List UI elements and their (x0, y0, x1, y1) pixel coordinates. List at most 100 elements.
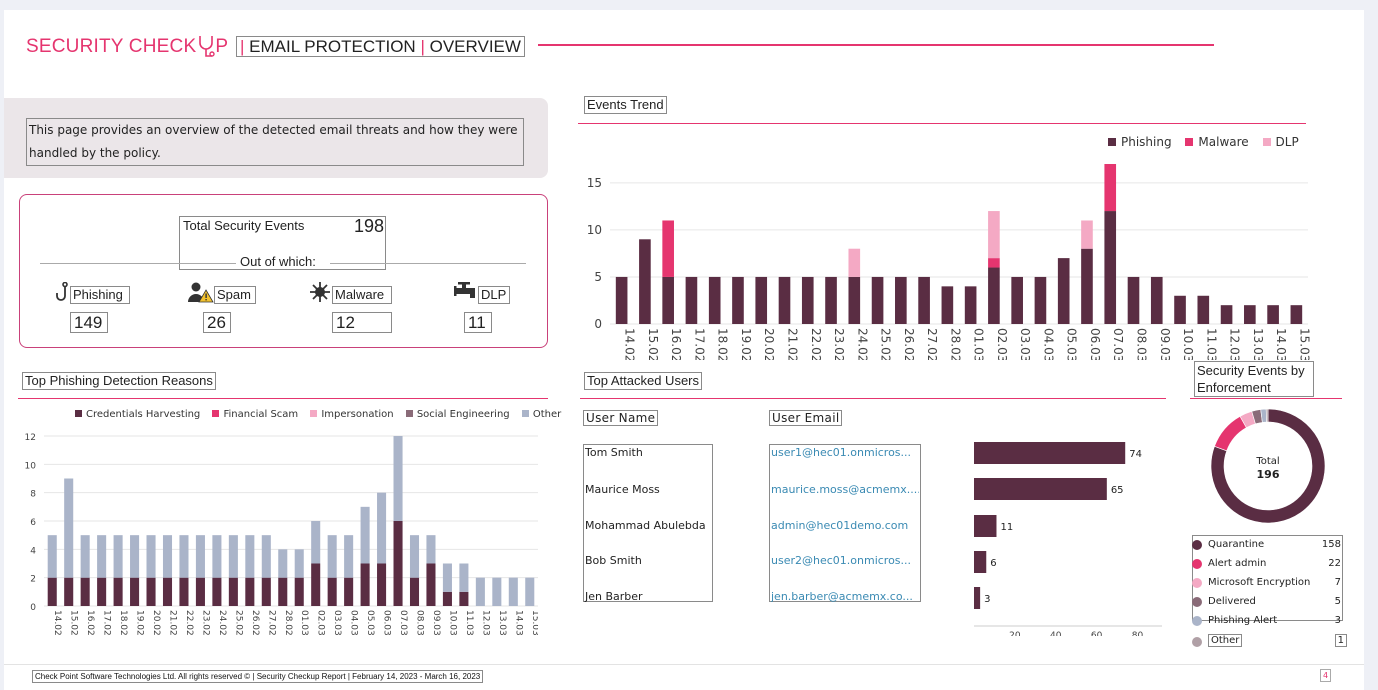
enforcement-legend-value: 5 (1334, 596, 1341, 607)
enforcement-legend-label: Alert admin (1208, 558, 1267, 569)
user-name-3: Mohammad Abulebda (585, 519, 706, 532)
donut-total-value: 196 (1257, 468, 1280, 481)
bar-other (393, 436, 403, 521)
bar-phishing (941, 286, 954, 324)
bar-other (146, 535, 156, 578)
y-tick-label: 2 (30, 575, 36, 585)
x-tick-label: 04.03 (1041, 328, 1055, 360)
bar-other (278, 549, 288, 578)
enforcement-legend-box (1192, 535, 1343, 621)
attacked-users-chart: 20 40 60 80 74 65 11 6 3 (974, 442, 1162, 636)
enforcement-legend-value: 22 (1328, 558, 1341, 569)
legend-swatch-dlp (1262, 138, 1271, 146)
bar-credentials-harvesting (393, 521, 403, 606)
x-tick-label: 60 (1091, 631, 1103, 636)
bar-other (47, 535, 57, 578)
legend-credentials: Credentials Harvesting (86, 409, 201, 420)
user-email-1[interactable]: user1@hec01.onmicros... (771, 446, 912, 459)
x-tick-label: 02.03 (995, 328, 1009, 360)
y-tick-label: 10 (25, 461, 37, 471)
user-email-5[interactable]: jen.barber@acmemx.co... (771, 590, 913, 603)
bar-other (475, 577, 485, 606)
bar-other (162, 535, 173, 578)
bar-credentials-harvesting (130, 577, 140, 606)
summary-panel (19, 194, 548, 348)
x-tick-label: 27.02 (925, 328, 939, 360)
breadcrumb-section: EMAIL PROTECTION (249, 37, 416, 56)
x-tick-label: 12.03 (480, 610, 490, 636)
bar-credentials-harvesting (97, 577, 107, 606)
bar-credentials-harvesting (294, 577, 304, 606)
breadcrumb-page: OVERVIEW (429, 37, 521, 56)
x-tick-label: 26.02 (250, 610, 260, 636)
bar-dlp (1081, 220, 1093, 249)
bar-other (261, 535, 271, 578)
x-tick-label: 27.02 (266, 610, 276, 636)
enforcement-legend-label: Quarantine (1208, 539, 1265, 550)
bar-other (80, 535, 90, 578)
y-tick-label: 6 (30, 518, 36, 528)
legend-dlp: DLP (1275, 135, 1299, 149)
user-bar-value: 11 (1000, 522, 1013, 533)
x-tick-label: 25.02 (879, 328, 893, 360)
total-events-value: 198 (354, 216, 385, 236)
legend-malware: Malware (1198, 135, 1249, 149)
x-tick-label: 11.03 (1204, 328, 1218, 360)
dlp-count: 11 (464, 312, 492, 333)
user-email-2[interactable]: maurice.moss@acmemx.... (771, 483, 919, 496)
attacked-users-title: Top Attacked Users (584, 372, 702, 390)
enforcement-legend-row: Alert admin 22 (1192, 556, 1343, 572)
enforcement-title: Security Events by Enforcement (1194, 361, 1314, 397)
bar-credentials-harvesting (311, 563, 321, 606)
spam-count: 26 (203, 312, 231, 333)
events-trend-title: Events Trend (584, 96, 667, 114)
bar-credentials-harvesting (327, 577, 337, 606)
legend-swatch-impersonation (310, 410, 318, 417)
x-tick-label: 18.02 (118, 610, 128, 636)
bar-dlp (848, 248, 861, 277)
enforcement-legend-label: Other (1208, 634, 1243, 647)
bar-credentials-harvesting (360, 563, 370, 606)
report-page: SECURITY CHECK P | EMAIL PROTECTION | OVE… (4, 10, 1364, 690)
x-tick-label: 18.02 (716, 328, 730, 360)
bar-phishing (685, 276, 698, 324)
bar-phishing (895, 276, 907, 324)
x-tick-label: 15.02 (646, 328, 660, 360)
enforcement-divider (1190, 398, 1342, 399)
bar-phishing (801, 276, 814, 324)
x-tick-label: 19.02 (739, 328, 753, 360)
events-trend-legend: Phishing Malware DLP (1098, 135, 1299, 149)
phishing-count: 149 (70, 312, 108, 333)
x-tick-label: 28.02 (948, 328, 962, 360)
dlp-label: DLP (478, 286, 510, 304)
user-email-4[interactable]: user2@hec01.onmicros... (771, 554, 912, 567)
legend-social: Social Engineering (416, 409, 510, 420)
virus-icon (310, 282, 330, 302)
summary-rule-left (40, 263, 236, 264)
malware-label: Malware (332, 286, 392, 304)
x-tick-label: 10.03 (447, 610, 457, 636)
footer-divider (4, 664, 1364, 665)
x-tick-label: 16.02 (85, 610, 95, 636)
bar-other (327, 535, 337, 578)
bar-other (426, 535, 436, 564)
x-tick-label: 06.03 (1088, 328, 1102, 360)
x-tick-label: 17.02 (692, 328, 706, 360)
user-bar-value: 3 (984, 594, 990, 605)
x-tick-label: 09.03 (431, 610, 441, 636)
enforcement-legend-value: 158 (1321, 539, 1341, 550)
y-tick-label: 0 (594, 317, 602, 331)
bar-malware (988, 258, 1000, 268)
bar-other (130, 535, 140, 578)
legend-dot (1192, 637, 1202, 647)
bar-credentials-harvesting (344, 577, 354, 606)
bar-other (311, 521, 321, 564)
x-tick-label: 25.02 (233, 610, 243, 636)
bar-phishing (1057, 258, 1070, 324)
bar-credentials-harvesting (459, 591, 469, 606)
donut-slice-other (1265, 408, 1269, 423)
enforcement-legend-label: Microsoft Encryption (1208, 577, 1311, 588)
enforcement-legend-row: Other 1 (1192, 634, 1347, 650)
user-email-3[interactable]: admin@hec01demo.com (771, 519, 909, 532)
